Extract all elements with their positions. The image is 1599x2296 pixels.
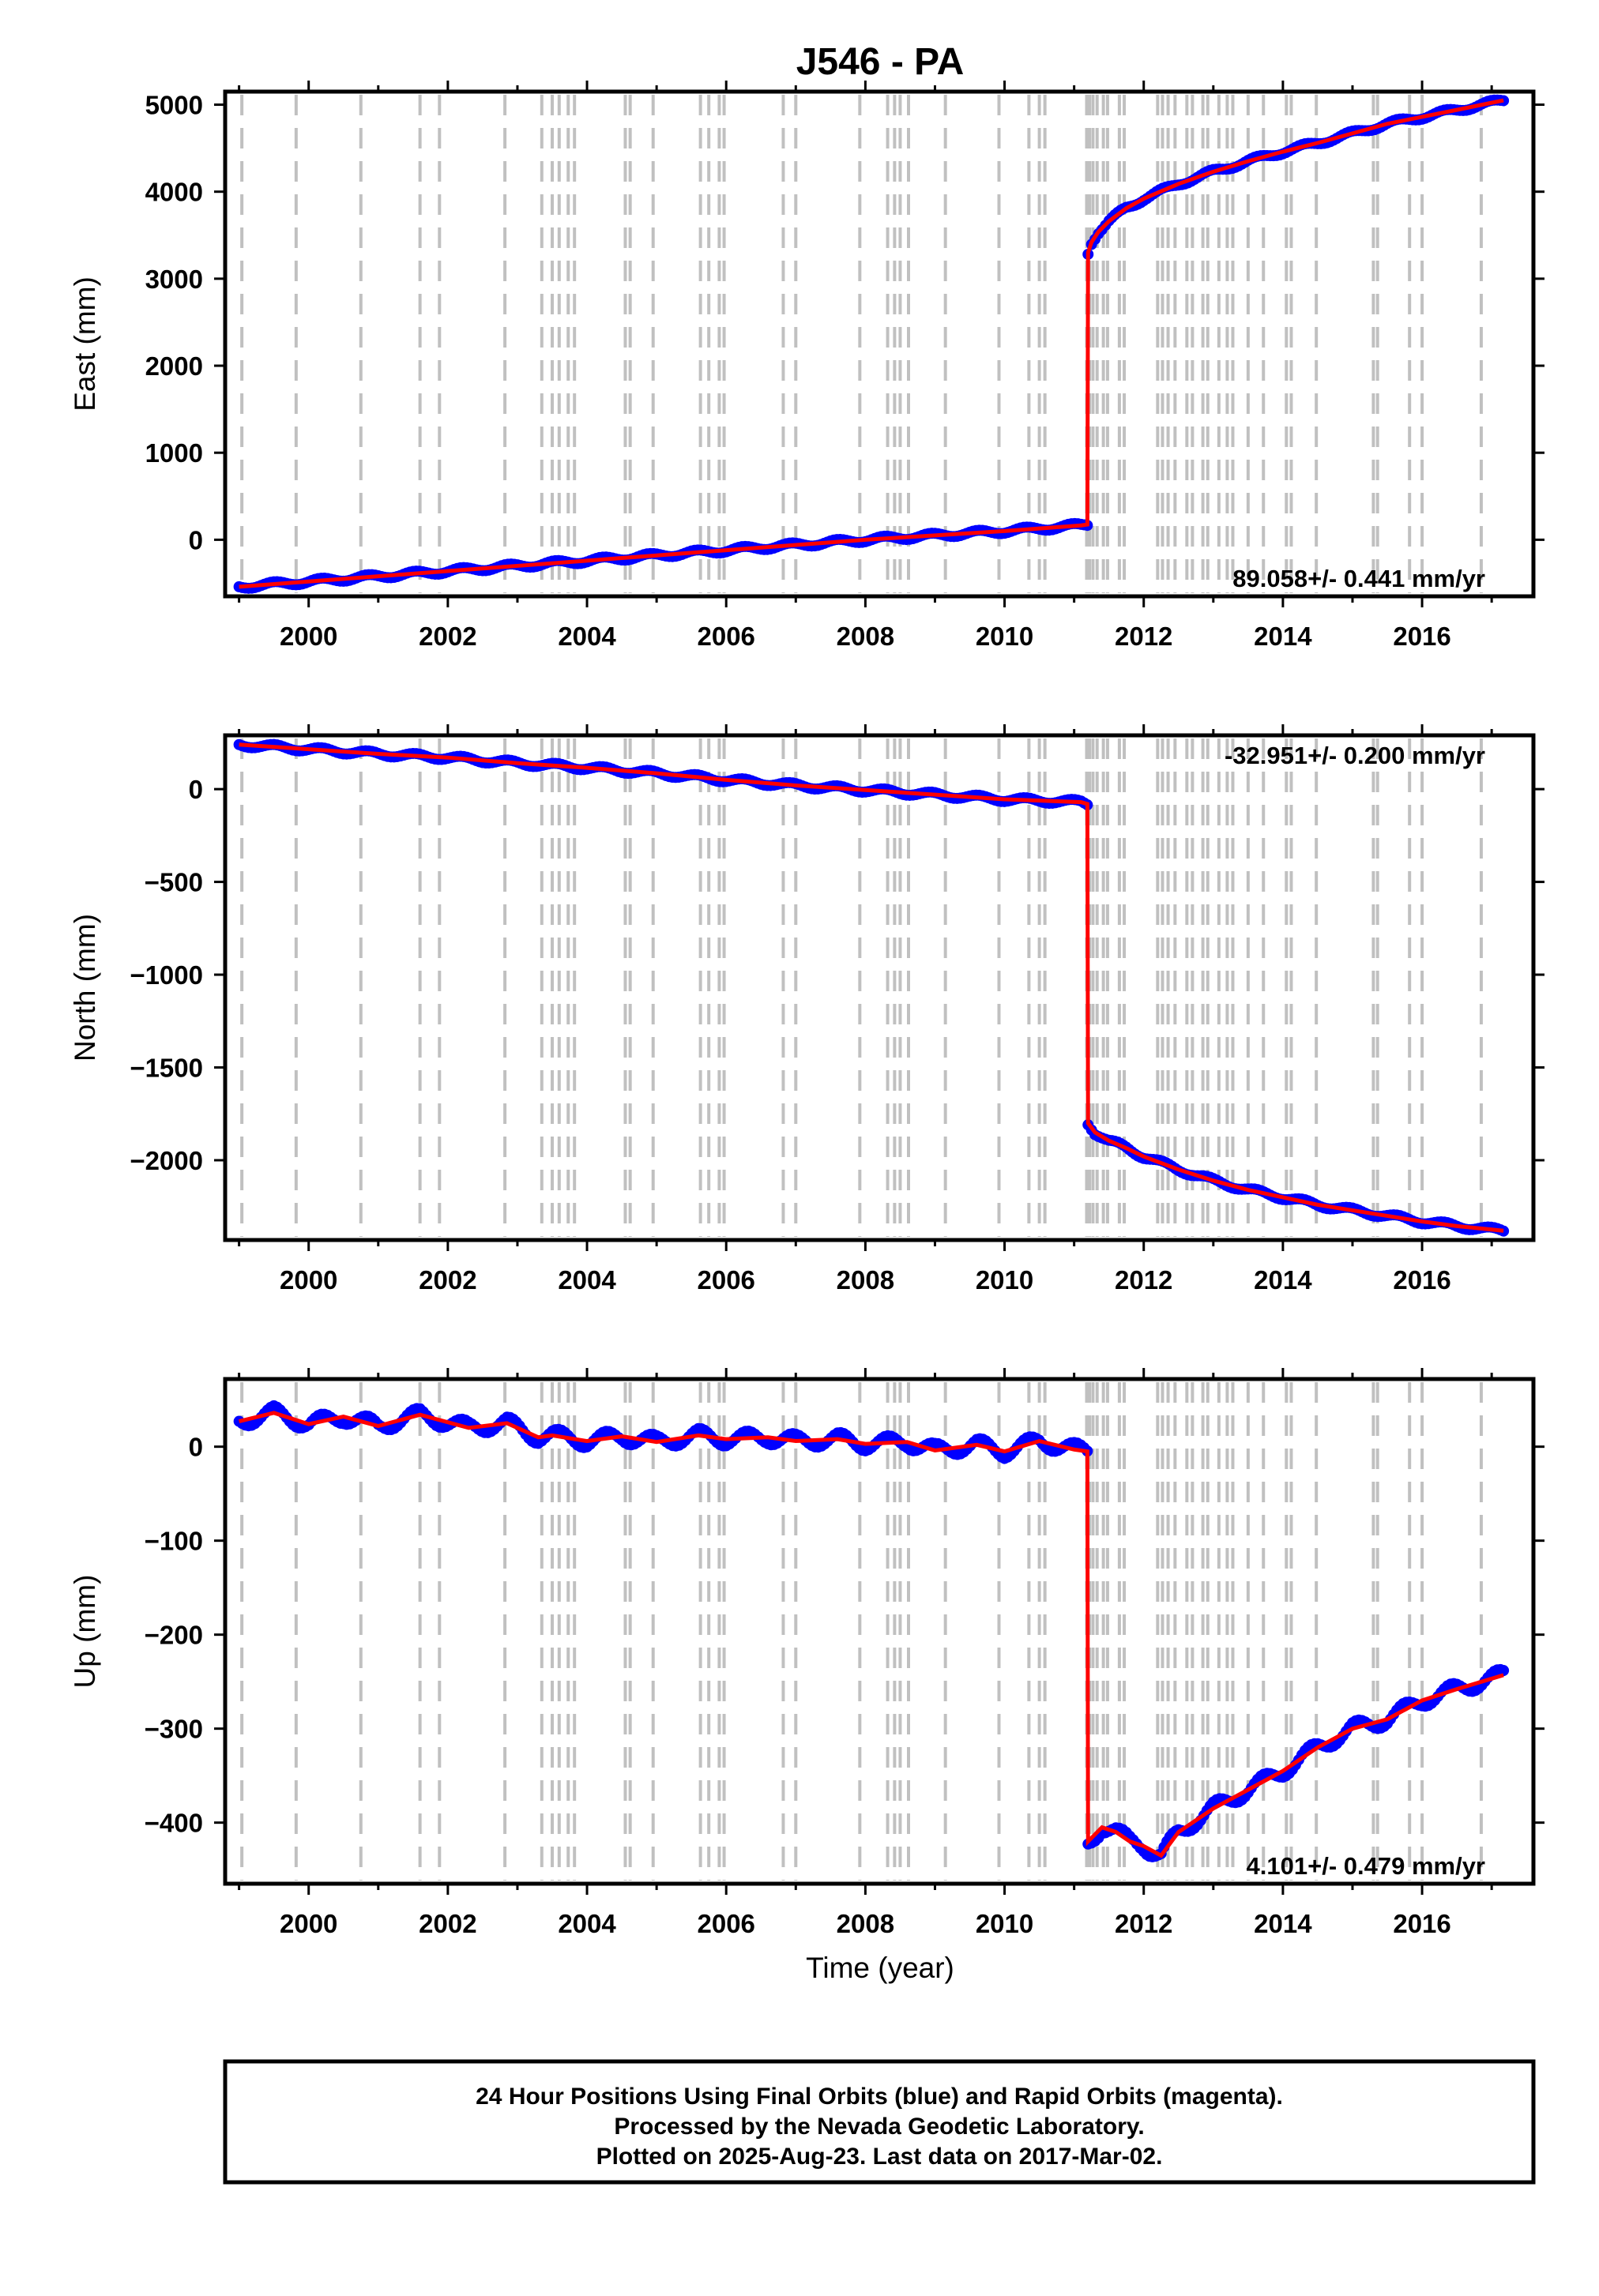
plot-frame [223,89,1536,599]
y-tick-label: −300 [145,1715,203,1744]
x-tick-label: 2004 [558,1909,616,1938]
model-fit-line [239,98,1504,589]
x-tick-label: 2016 [1393,1265,1450,1295]
y-tick-label: 4000 [145,178,203,207]
velocity-rate-label: 89.058+/- 0.441 mm/yr [1232,565,1485,592]
x-axis-title: Time (year) [806,1952,954,1984]
x-tick-label: 2002 [419,1265,476,1295]
x-tick-label: 2014 [1254,1909,1312,1938]
y-tick-label: −2000 [130,1146,203,1175]
model-fit-line [239,1411,1504,1858]
x-tick-label: 2006 [698,622,755,651]
plot-frame [223,733,1536,1242]
x-tick-label: 2002 [419,1909,476,1938]
north-panel: 2000 2002 2004 2006 2008 2010 2012 2014 2016 0 −50… [69,724,1544,1295]
x-tick-label: 2006 [698,1909,755,1938]
y-tick-label: 1000 [145,438,203,468]
x-tick-label: 2012 [1115,1265,1172,1295]
footer-line-2: Processed by the Nevada Geodetic Laborat… [614,2114,1144,2140]
y-tick-label: −500 [145,868,203,897]
x-tick-label: 2000 [280,1909,337,1938]
data-point [1498,1665,1510,1677]
x-tick-label: 2010 [976,1265,1033,1295]
x-tick-label: 2016 [1393,1909,1450,1938]
x-tick-label: 2000 [280,622,337,651]
x-tick-label: 2004 [558,622,616,651]
x-tick-label: 2008 [837,622,894,651]
x-tick-label: 2012 [1115,1909,1172,1938]
footer-line-3: Plotted on 2025-Aug-23. Last data on 201… [596,2144,1163,2170]
y-tick-label: −100 [145,1527,203,1556]
x-tick-label: 2010 [976,1909,1033,1938]
model-fit-line [239,742,1504,1233]
y-tick-label: −200 [145,1621,203,1650]
x-tick-label: 2012 [1115,622,1172,651]
y-tick-label: −400 [145,1809,203,1838]
footer-line-1: 24 Hour Positions Using Final Orbits (bl… [476,2084,1283,2110]
velocity-rate-label: -32.951+/- 0.200 mm/yr [1225,742,1485,769]
y-tick-label: 2000 [145,351,203,381]
x-tick-label: 2000 [280,1265,337,1295]
plot-title: J546 - PA [796,41,965,83]
y-tick-label: 3000 [145,265,203,294]
x-tick-label: 2016 [1393,622,1450,651]
y-tick-label: −1000 [130,960,203,990]
y-tick-label: 0 [189,775,203,804]
y-axis-title: Up (mm) [69,1575,101,1689]
x-tick-label: 2014 [1254,622,1312,651]
y-axis-title: North (mm) [69,914,101,1062]
data-point [1498,1225,1510,1237]
y-axis-title: East (mm) [69,276,101,411]
y-tick-label: 0 [189,1433,203,1462]
y-tick-label: 5000 [145,91,203,120]
x-tick-label: 2010 [976,622,1033,651]
east-panel: 2000 2002 2004 2006 2008 2010 2012 2014 2016 0 100… [69,81,1544,651]
x-tick-label: 2006 [698,1265,755,1295]
x-tick-label: 2004 [558,1265,616,1295]
x-tick-label: 2002 [419,622,476,651]
y-tick-label: 0 [189,525,203,554]
plot-frame [223,1377,1536,1886]
velocity-rate-label: 4.101+/- 0.479 mm/yr [1247,1852,1485,1880]
up-panel: 2000 2002 2004 2006 2008 2010 2012 2014 2016 0 −10… [69,1368,1544,1938]
x-tick-label: 2008 [837,1909,894,1938]
footer-box: 24 Hour Positions Using Final Orbits (bl… [223,2059,1536,2185]
x-tick-label: 2014 [1254,1265,1312,1295]
y-tick-label: −1500 [130,1054,203,1083]
x-tick-label: 2008 [837,1265,894,1295]
